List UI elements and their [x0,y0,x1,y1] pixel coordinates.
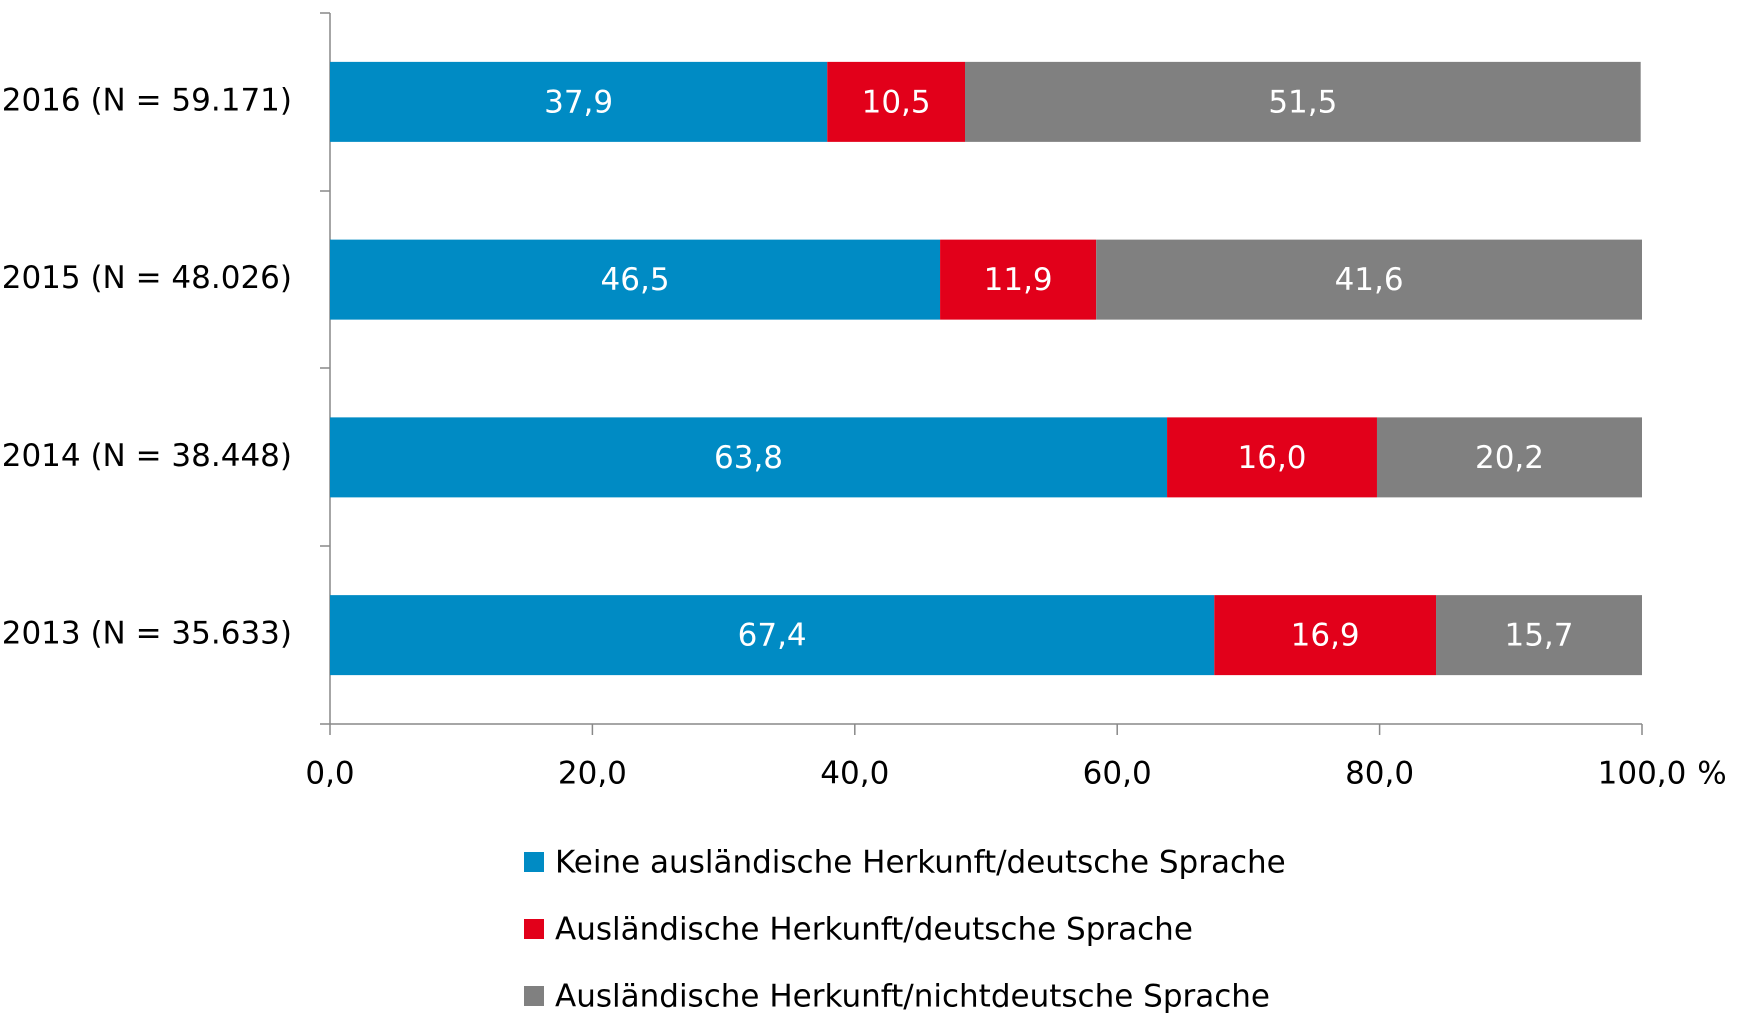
bar-segment [330,61,828,142]
data-label: 10,5 [862,84,931,120]
bar-segment [330,417,1168,498]
x-axis-label: % [1697,756,1726,792]
data-label: 16,9 [1291,618,1360,654]
data-label: 46,5 [601,262,670,298]
legend-swatch [524,919,544,939]
legend-label: Ausländische Herkunft/nichtdeutsche Spra… [555,979,1270,1013]
x-tick-label: 80,0 [1345,756,1414,792]
x-tick-label: 60,0 [1083,756,1152,792]
data-label: 41,6 [1335,262,1404,298]
x-tick-label: 20,0 [558,756,627,792]
bar-segment [330,595,1215,676]
bar-segment [827,61,966,142]
bar-segment [965,61,1641,142]
y-tick-label: 2015 (N = 48.026) [2,260,292,296]
legend-swatch [524,986,544,1006]
bar-segment [1376,417,1642,498]
x-tick-label: 40,0 [820,756,889,792]
bar-segment [1096,239,1642,320]
y-tick-label: 2014 (N = 38.448) [2,438,292,474]
data-label: 51,5 [1268,84,1337,120]
legend-label: Keine ausländische Herkunft/deutsche Spr… [555,845,1286,881]
y-tick-label: 2013 (N = 35.633) [2,616,292,652]
data-label: 15,7 [1504,618,1573,654]
bar-segment [940,239,1097,320]
bar-segment [330,239,941,320]
y-tick-label: 2016 (N = 59.171) [2,82,292,118]
data-label: 67,4 [738,618,807,654]
data-label: 20,2 [1475,440,1544,476]
data-label: 63,8 [714,440,783,476]
bar-segment [1214,595,1437,676]
data-label: 37,9 [544,84,613,120]
x-tick-label: 0,0 [305,756,354,792]
bar-segment [1436,595,1642,676]
x-tick-label: 100,0 [1598,756,1687,792]
legend-label: Ausländische Herkunft/deutsche Sprache [555,912,1193,948]
data-label: 11,9 [984,262,1053,298]
legend-swatch [524,852,544,872]
data-label: 16,0 [1238,440,1307,476]
bar-segment [1167,417,1377,498]
